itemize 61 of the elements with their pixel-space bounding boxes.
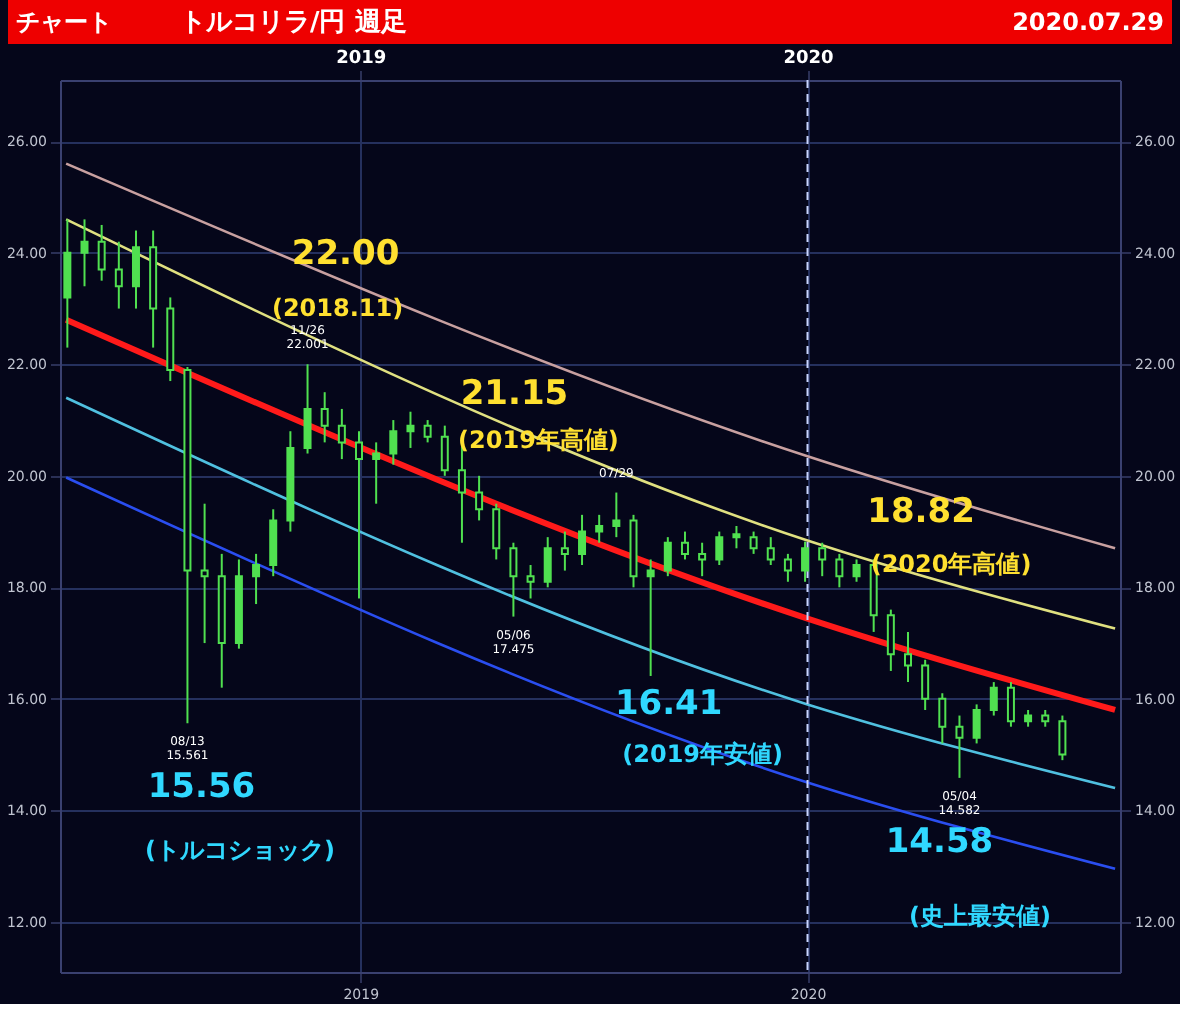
candlestick xyxy=(989,681,998,717)
candlestick xyxy=(646,558,655,677)
annotation: 22.00 xyxy=(291,234,400,275)
annotation: 18.82 xyxy=(867,491,975,532)
annotation: 14.58 xyxy=(885,821,994,862)
candlestick xyxy=(1058,714,1067,762)
annotation: (2018.11) xyxy=(271,294,404,323)
candlestick xyxy=(131,229,140,310)
candlestick xyxy=(492,502,501,561)
candlestick xyxy=(578,513,587,567)
chart-title: トルコリラ/円 週足 xyxy=(180,8,407,38)
candlestick xyxy=(663,536,672,578)
annotation: (2020年高値) xyxy=(870,549,1032,578)
candlestick xyxy=(801,540,810,583)
candlestick xyxy=(766,536,775,567)
candlestick xyxy=(97,223,106,282)
candlestick xyxy=(955,714,964,779)
candlestick xyxy=(543,536,552,589)
annotation: (史上最安値) xyxy=(909,902,1051,930)
annotation: 21.15 xyxy=(460,373,569,414)
candlestick xyxy=(612,491,621,539)
candlestick xyxy=(303,363,312,455)
annotation: 15.56 xyxy=(147,767,256,808)
candlestick xyxy=(698,541,707,578)
candlestick xyxy=(972,703,981,745)
candlestick xyxy=(715,530,724,567)
candlestick xyxy=(938,692,947,745)
candlestick xyxy=(818,541,827,578)
candlestick xyxy=(680,530,689,561)
annotation: (トルコショック) xyxy=(145,836,335,864)
candlestick xyxy=(440,424,449,477)
candlestick xyxy=(904,630,912,684)
candlestick xyxy=(852,558,861,583)
candlestick xyxy=(1006,681,1015,728)
candlestick xyxy=(114,240,123,310)
candlestick xyxy=(749,530,758,555)
candlestick xyxy=(595,513,604,544)
candlestick xyxy=(526,564,535,600)
candlestick xyxy=(921,658,930,711)
text: 2020.07.29 xyxy=(1012,8,1164,36)
candlestick xyxy=(886,608,895,672)
candlestick xyxy=(423,419,432,444)
text: チャート xyxy=(16,8,112,36)
candlestick xyxy=(475,474,484,522)
candlestick xyxy=(320,391,329,444)
candlestick xyxy=(835,552,844,589)
annotation: 16.41 xyxy=(614,683,723,724)
candlestick xyxy=(372,441,381,505)
candlestick xyxy=(389,419,398,466)
candlestick xyxy=(63,218,72,349)
candlestick xyxy=(337,407,346,461)
candlestick xyxy=(80,218,89,288)
candlestick xyxy=(269,508,278,578)
candlestick xyxy=(509,541,518,618)
candlestick xyxy=(560,530,569,572)
candlestick xyxy=(406,410,415,449)
candlestick xyxy=(783,552,792,583)
candlestick xyxy=(732,525,741,550)
candlestick xyxy=(355,430,364,600)
candlestick xyxy=(252,552,261,606)
candlestick xyxy=(200,502,209,645)
